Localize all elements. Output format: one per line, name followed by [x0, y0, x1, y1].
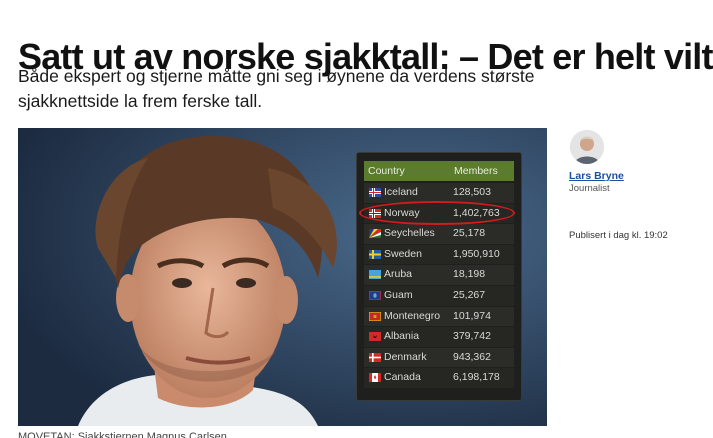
- article-lead: Både ekspert og stjerne måtte gni seg i …: [18, 66, 535, 111]
- row-country: Montenegro: [384, 309, 441, 322]
- row-members: 6,198,178: [453, 371, 500, 384]
- row-members: 379,742: [453, 330, 491, 343]
- row-members: 101,974: [453, 309, 491, 322]
- row-country: Guam: [384, 288, 413, 301]
- header-members: Members: [454, 165, 498, 177]
- montenegro-flag-icon: [369, 311, 381, 321]
- row-country: Canada: [384, 371, 421, 384]
- table-row: Seychelles 25,178: [364, 224, 514, 244]
- table-row: Albania 379,742: [364, 327, 514, 347]
- canada-flag-icon: [369, 373, 381, 383]
- row-country: Denmark: [384, 350, 427, 363]
- guam-flag-icon: [369, 290, 381, 300]
- table-row: Montenegro 101,974: [364, 306, 514, 327]
- table-row: Sweden 1,950,910: [364, 244, 514, 265]
- published-time: Publisert i dag kl. 19:02: [569, 230, 668, 241]
- author-avatar[interactable]: [570, 130, 604, 164]
- aruba-flag-icon: [369, 270, 381, 280]
- article-headline: Satt ut av norske sjakktall: – Det er he…: [18, 36, 713, 78]
- table-row: Canada 6,198,178: [364, 368, 514, 388]
- row-country: Seychelles: [384, 227, 435, 240]
- author-role: Journalist: [569, 183, 610, 194]
- row-members: 25,267: [453, 288, 486, 301]
- table-row: Denmark 943,362: [364, 347, 514, 368]
- table-row: Iceland 128,503: [364, 183, 514, 203]
- denmark-flag-icon: [369, 352, 381, 362]
- row-members: 25,178: [453, 227, 486, 240]
- row-members: 18,198: [453, 268, 486, 281]
- row-members: 1,950,910: [453, 247, 500, 260]
- image-caption: MOVETAN: Sjakkstjernen Magnus Carlsen: [18, 431, 227, 438]
- sweden-flag-icon: [369, 249, 381, 259]
- seychelles-flag-icon: [369, 229, 381, 239]
- row-members: 943,362: [453, 350, 491, 363]
- author-link[interactable]: Lars Bryne: [569, 170, 624, 182]
- row-country: Iceland: [384, 186, 418, 198]
- row-members: 128,503: [453, 186, 491, 198]
- header-country: Country: [368, 165, 405, 177]
- members-table: Country Members Iceland 128,503 Norway 1…: [356, 152, 522, 401]
- norway-highlight-circle: [359, 201, 515, 225]
- table-row: Aruba 18,198: [364, 265, 514, 285]
- hero-image[interactable]: Country Members Iceland 128,503 Norway 1…: [18, 128, 547, 426]
- albania-flag-icon: [369, 332, 381, 342]
- author-photo: [570, 130, 604, 164]
- row-country: Aruba: [384, 268, 413, 281]
- table-header: Country Members: [364, 161, 514, 181]
- iceland-flag-icon: [369, 188, 381, 197]
- row-country: Sweden: [384, 247, 422, 260]
- table-row: Guam 25,267: [364, 285, 514, 306]
- row-country: Albania: [384, 330, 420, 343]
